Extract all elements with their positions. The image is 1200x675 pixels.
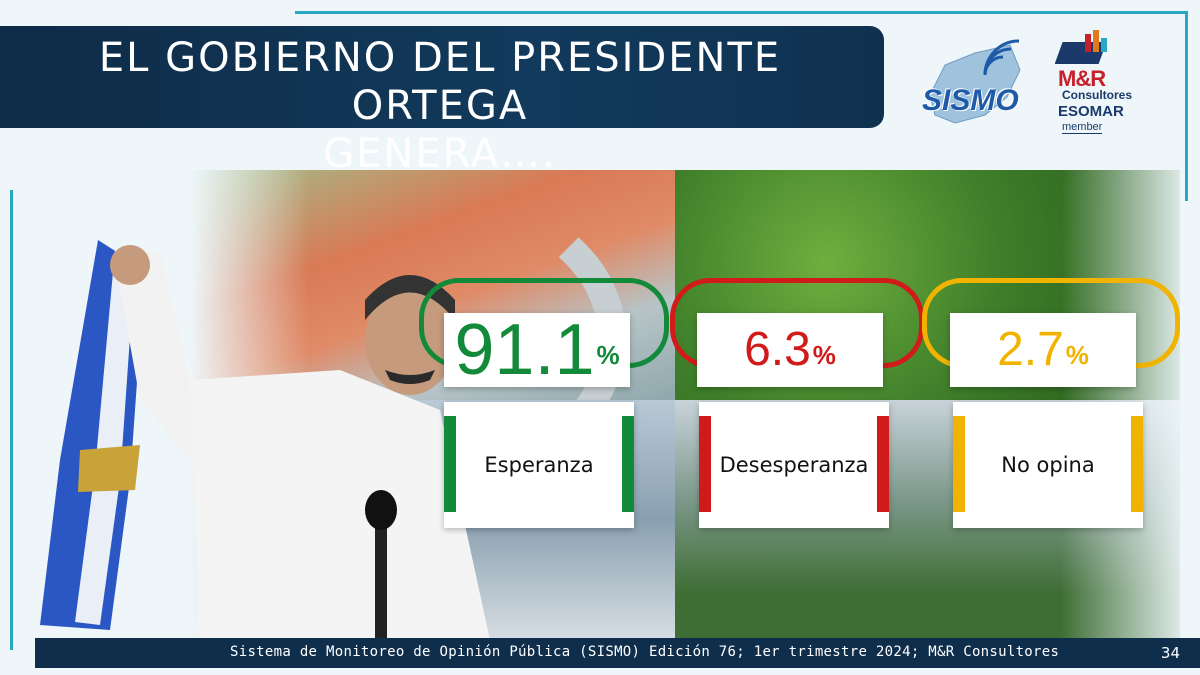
source-note: Sistema de Monitoreo de Opinión Pública … xyxy=(230,644,1060,660)
frame-line-left xyxy=(10,190,13,650)
title-line-1: EL GOBIERNO DEL PRESIDENTE ORTEGA xyxy=(98,35,782,129)
result-label: No opina xyxy=(1001,453,1095,477)
mr-consultores-logo-icon xyxy=(1055,30,1107,64)
percent-value: 91.1 xyxy=(454,310,595,390)
mr-logo-subtext: Consultores xyxy=(1062,88,1133,102)
accent-bar-right xyxy=(622,416,634,512)
accent-bar-right xyxy=(877,416,889,512)
result-label: Esperanza xyxy=(484,453,594,477)
esomar-member-text: member xyxy=(1062,121,1103,134)
page-number: 34 xyxy=(1160,644,1180,662)
title-banner: EL GOBIERNO DEL PRESIDENTE ORTEGA GENERA… xyxy=(0,26,884,177)
page-title: EL GOBIERNO DEL PRESIDENTE ORTEGA GENERA… xyxy=(40,34,840,178)
percent-value: 6.3 xyxy=(744,323,811,376)
label-box-esperanza: Esperanza xyxy=(444,402,634,528)
mr-logo-text: M&R xyxy=(1058,66,1106,91)
accent-bar-left xyxy=(699,416,711,512)
percent-box-desesperanza: 6.3% xyxy=(697,313,883,387)
title-line-2: GENERA…. xyxy=(323,131,557,177)
sismo-logo-icon xyxy=(929,39,1021,124)
sismo-logo-text: SISMO xyxy=(922,84,1019,117)
accent-bar-right xyxy=(1131,416,1143,512)
label-box-no-opina: No opina xyxy=(953,402,1143,528)
percent-symbol: % xyxy=(812,339,836,370)
footer-bar: Sistema de Monitoreo de Opinión Pública … xyxy=(35,638,1200,668)
esomar-text: ESOMAR xyxy=(1058,103,1124,120)
label-box-desesperanza: Desesperanza xyxy=(699,402,889,528)
percent-symbol: % xyxy=(1065,339,1089,370)
frame-line-right xyxy=(1185,11,1188,201)
accent-bar-left xyxy=(953,416,965,512)
president-photo-icon xyxy=(40,240,490,640)
percent-value: 2.7 xyxy=(997,323,1064,376)
percent-symbol: % xyxy=(596,339,620,370)
percent-box-esperanza: 91.1% xyxy=(444,313,630,387)
result-label: Desesperanza xyxy=(719,453,869,477)
accent-bar-left xyxy=(444,416,456,512)
percent-box-no-opina: 2.7% xyxy=(950,313,1136,387)
frame-line-top xyxy=(295,11,1188,14)
